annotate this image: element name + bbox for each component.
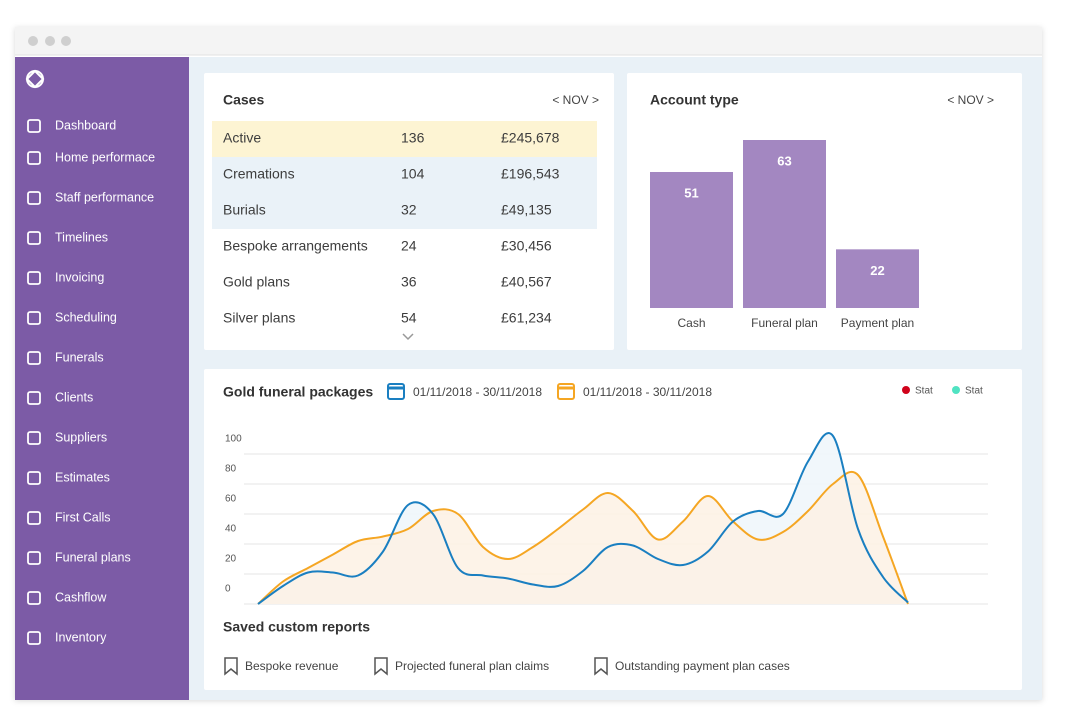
report-link[interactable]: Projected funeral plan claims — [395, 659, 549, 673]
date-range[interactable]: 01/11/2018 - 30/11/2018 — [413, 385, 542, 399]
logo — [25, 69, 45, 89]
y-tick-label: 20 — [225, 554, 237, 565]
window-bar — [15, 27, 1042, 55]
table-cell: £30,456 — [501, 238, 552, 254]
table-cell: 24 — [401, 238, 417, 254]
bar — [650, 172, 733, 308]
nav-icon — [27, 551, 41, 565]
calendar-icon — [557, 383, 575, 400]
reports-title: Saved custom reports — [223, 619, 370, 635]
table-cell: 32 — [401, 202, 417, 218]
nav-icon — [27, 511, 41, 525]
window-dot — [61, 36, 71, 46]
row-highlight — [212, 193, 597, 229]
table-cell: £61,234 — [501, 310, 552, 326]
bookmark-icon — [224, 657, 238, 676]
nav-item[interactable]: Scheduling — [55, 310, 117, 324]
bar-label: 63 — [777, 153, 791, 168]
y-tick-label: 0 — [225, 584, 231, 595]
nav-item[interactable]: Inventory — [55, 630, 107, 644]
nav-icon — [27, 271, 41, 285]
nav-icon — [27, 231, 41, 245]
line — [257, 432, 909, 605]
calendar-icon — [387, 383, 405, 400]
area — [258, 471, 908, 604]
legend-swatch — [902, 386, 910, 394]
nav-item[interactable]: First Calls — [55, 510, 111, 524]
legend-swatch — [952, 386, 960, 394]
legend-label: Stat — [965, 386, 983, 397]
window-dot — [45, 36, 55, 46]
table-cell: Bespoke arrangements — [223, 238, 368, 254]
y-tick-label: 60 — [225, 494, 237, 505]
y-tick-label: 40 — [225, 524, 237, 535]
nav-item[interactable]: Funeral plans — [55, 550, 131, 564]
nav-icon — [27, 351, 41, 365]
nav-item[interactable]: Funerals — [55, 350, 104, 364]
nav-item[interactable]: Clients — [55, 390, 93, 404]
cases-title: Cases — [223, 92, 264, 108]
bar — [743, 140, 826, 308]
table-cell: £40,567 — [501, 274, 552, 290]
report-link[interactable]: Bespoke revenue — [245, 659, 339, 673]
nav-item[interactable]: Suppliers — [55, 430, 107, 444]
bar-category: Payment plan — [841, 316, 914, 330]
table-cell: 136 — [401, 130, 425, 146]
table-cell: Silver plans — [223, 310, 295, 326]
bar-label: 51 — [684, 185, 698, 200]
bar-label: 22 — [870, 263, 884, 278]
row-highlight — [212, 157, 597, 193]
legend-label: Stat — [915, 386, 933, 397]
nav-item[interactable]: Invoicing — [55, 270, 104, 284]
table-cell: £245,678 — [501, 130, 560, 146]
bookmark-icon — [374, 657, 388, 676]
nav-icon — [27, 471, 41, 485]
nav-item[interactable]: Cashflow — [55, 590, 107, 604]
table-cell: £49,135 — [501, 202, 552, 218]
nav-icon — [27, 631, 41, 645]
table-cell: Gold plans — [223, 274, 290, 290]
y-tick-label: 80 — [225, 464, 237, 475]
date-range[interactable]: 01/11/2018 - 30/11/2018 — [583, 385, 712, 399]
scroll-chevron[interactable] — [402, 333, 414, 341]
y-tick-label: 100 — [225, 434, 242, 445]
row-highlight — [212, 121, 597, 157]
nav-icon — [27, 431, 41, 445]
table-cell: 36 — [401, 274, 417, 290]
nav-item[interactable]: Estimates — [55, 470, 110, 484]
table-cell: Cremations — [223, 166, 295, 182]
nav-icon — [27, 119, 41, 133]
table-cell: Burials — [223, 202, 266, 218]
table-cell: 54 — [401, 310, 417, 326]
bar — [836, 249, 919, 308]
nav-item[interactable]: Home performace — [55, 150, 155, 164]
bookmark-icon — [594, 657, 608, 676]
table-cell: 104 — [401, 166, 425, 182]
window-dot — [28, 36, 38, 46]
account-period[interactable]: < NOV > — [947, 93, 994, 107]
nav-item[interactable]: Dashboard — [55, 118, 116, 132]
account-title: Account type — [650, 92, 739, 108]
cases-period[interactable]: < NOV > — [552, 93, 599, 107]
nav-icon — [27, 151, 41, 165]
report-link[interactable]: Outstanding payment plan cases — [615, 659, 790, 673]
sidebar — [15, 57, 189, 700]
nav-item[interactable]: Timelines — [55, 230, 108, 244]
table-cell: £196,543 — [501, 166, 560, 182]
bar-category: Cash — [677, 316, 705, 330]
table-cell: Active — [223, 130, 261, 146]
nav-icon — [27, 391, 41, 405]
nav-icon — [27, 191, 41, 205]
bar-category: Funeral plan — [751, 316, 818, 330]
nav-icon — [27, 591, 41, 605]
nav-icon — [27, 311, 41, 325]
packages-title: Gold funeral packages — [223, 384, 373, 400]
line — [257, 470, 909, 605]
nav-item[interactable]: Staff performance — [55, 190, 154, 204]
